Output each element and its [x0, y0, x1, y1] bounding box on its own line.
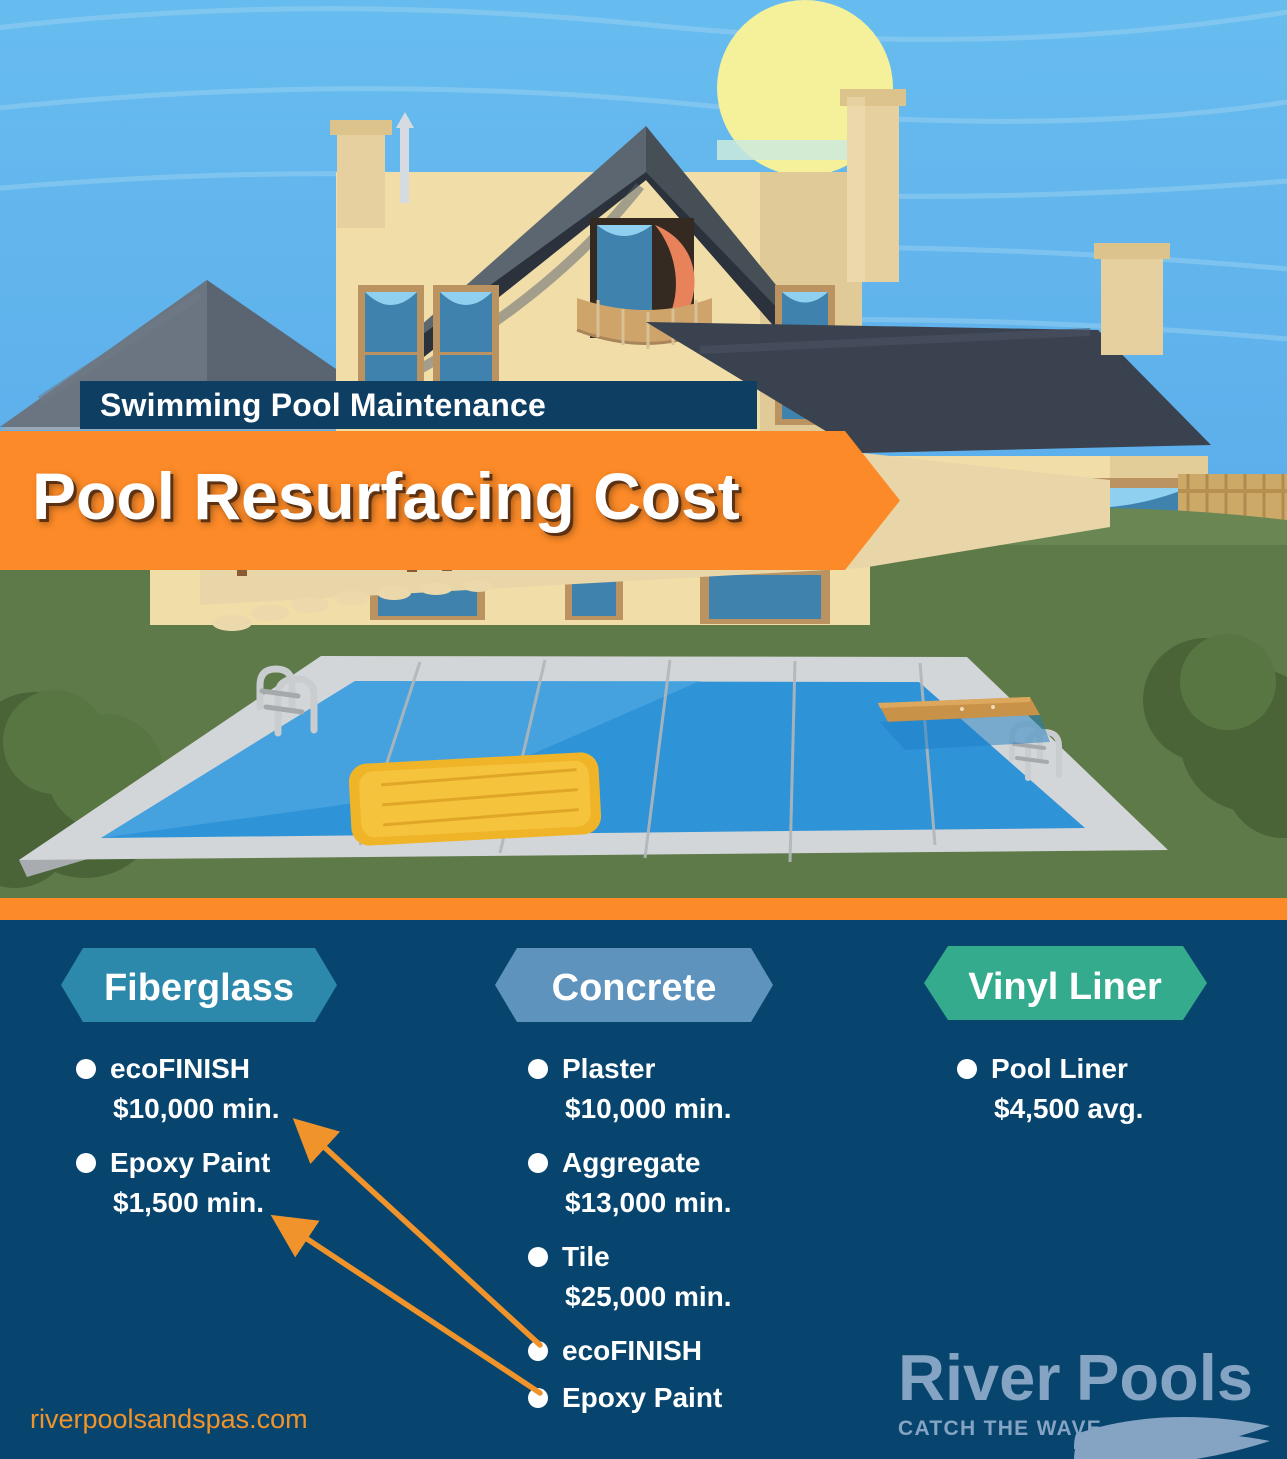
- svg-text:Pools: Pools: [1076, 1341, 1253, 1414]
- svg-text:CATCH THE WAVE: CATCH THE WAVE: [898, 1417, 1102, 1440]
- svg-text:River: River: [898, 1341, 1061, 1414]
